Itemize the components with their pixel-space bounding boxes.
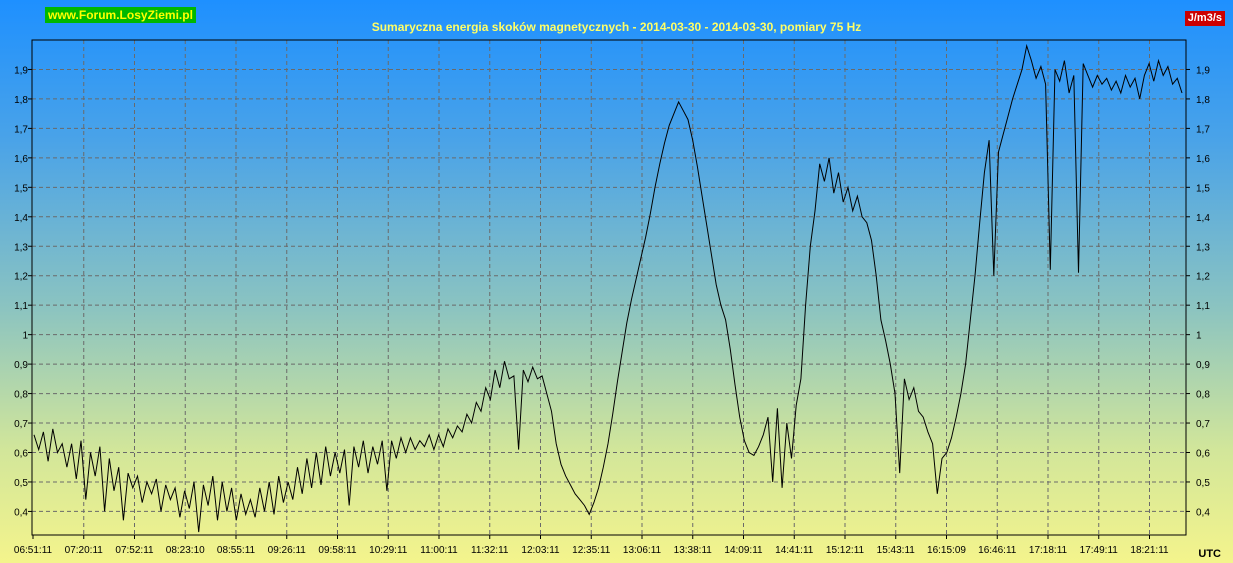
x-tick-label: 07:52:11 <box>115 545 154 556</box>
x-tick-label: 07:20:11 <box>65 545 104 556</box>
forum-watermark: www.Forum.LosyZiemi.pl <box>45 7 196 23</box>
x-tick-label: 12:03:11 <box>521 545 560 556</box>
x-tick-label: 14:09:11 <box>724 545 763 556</box>
x-tick-label: 12:35:11 <box>572 545 611 556</box>
x-tick-label: 10:29:11 <box>369 545 408 556</box>
x-tick-label: 14:41:11 <box>775 545 814 556</box>
y-tick-label-right: 1,7 <box>1196 124 1210 135</box>
x-axis: 06:51:11 07:20:11 07:52:11 08:23:10 08:55:11… <box>14 535 1169 556</box>
y-tick-label-right: 0,9 <box>1196 360 1210 371</box>
y-tick-label-right: 0,6 <box>1196 449 1210 460</box>
y-tick-label: 0,6 <box>14 449 28 460</box>
y-tick-label: 1,8 <box>14 95 28 106</box>
y-tick-label: 1,1 <box>14 301 28 312</box>
x-tick-label: 15:12:11 <box>826 545 865 556</box>
y-tick-label-right: 1,6 <box>1196 154 1210 165</box>
x-tick-label: 08:55:11 <box>217 545 256 556</box>
x-tick-label: 13:38:11 <box>674 545 713 556</box>
y-tick-label-right: 0,7 <box>1196 419 1210 430</box>
x-tick-label: 16:46:11 <box>978 545 1017 556</box>
y-axis-left: 0,4 0,5 0,6 0,7 0,8 0,9 1 1,1 1,2 1,3 1,4 1,5 1,6 1,7… <box>14 65 32 518</box>
y-tick-label: 1,2 <box>14 272 28 283</box>
x-tick-label: 16:15:09 <box>927 545 966 556</box>
y-tick-label-right: 1,5 <box>1196 183 1210 194</box>
y-tick-label: 1,4 <box>14 213 28 224</box>
x-tick-label: 09:26:11 <box>268 545 307 556</box>
y-tick-label-right: 1,3 <box>1196 242 1210 253</box>
y-tick-label: 1 <box>22 331 28 342</box>
utc-label: UTC <box>1198 548 1221 560</box>
series-group <box>33 43 1183 533</box>
y-tick-label-right: 0,8 <box>1196 390 1210 401</box>
y-tick-label: 1,7 <box>14 124 28 135</box>
x-tick-label: 18:21:11 <box>1130 545 1169 556</box>
series-line <box>33 43 1183 533</box>
y-tick-label: 0,9 <box>14 360 28 371</box>
y-tick-label-right: 1,8 <box>1196 95 1210 106</box>
x-tick-label: 08:23:10 <box>166 545 205 556</box>
chart-title: Sumaryczna energia skoków magnetycznych … <box>371 20 862 34</box>
grid <box>32 40 1186 535</box>
x-tick-label: 11:32:11 <box>471 545 509 556</box>
y-tick-label: 1,9 <box>14 65 28 76</box>
y-tick-label: 0,8 <box>14 390 28 401</box>
y-tick-label-right: 1 <box>1196 331 1202 342</box>
x-tick-label: 06:51:11 <box>14 545 53 556</box>
unit-badge: J/m3/s <box>1184 11 1225 26</box>
x-tick-label: 11:00:11 <box>420 545 458 556</box>
x-tick-label: 09:58:11 <box>318 545 357 556</box>
x-tick-label: 15:43:11 <box>877 545 916 556</box>
y-tick-label: 0,7 <box>14 419 28 430</box>
plot-frame <box>31 39 1187 536</box>
x-tick-label: 13:06:11 <box>623 545 662 556</box>
x-tick-label: 17:18:11 <box>1029 545 1068 556</box>
y-axis-right: 0,4 0,5 0,6 0,7 0,8 0,9 1 1,1 1,2 1,3 1,4 1,5 1,6 1,7… <box>1186 65 1210 518</box>
y-tick-label: 1,3 <box>14 242 28 253</box>
y-tick-label: 1,5 <box>14 183 28 194</box>
y-tick-label-right: 1,4 <box>1196 213 1210 224</box>
x-tick-label: 17:49:11 <box>1080 545 1119 556</box>
y-tick-label-right: 0,4 <box>1196 507 1210 518</box>
y-tick-label-right: 1,1 <box>1196 301 1210 312</box>
y-tick-label: 1,6 <box>14 154 28 165</box>
y-tick-label-right: 1,9 <box>1196 65 1210 76</box>
y-tick-label-right: 1,2 <box>1196 272 1210 283</box>
y-tick-label: 0,5 <box>14 478 28 489</box>
y-tick-label-right: 0,5 <box>1196 478 1210 489</box>
y-tick-label: 0,4 <box>14 507 28 518</box>
